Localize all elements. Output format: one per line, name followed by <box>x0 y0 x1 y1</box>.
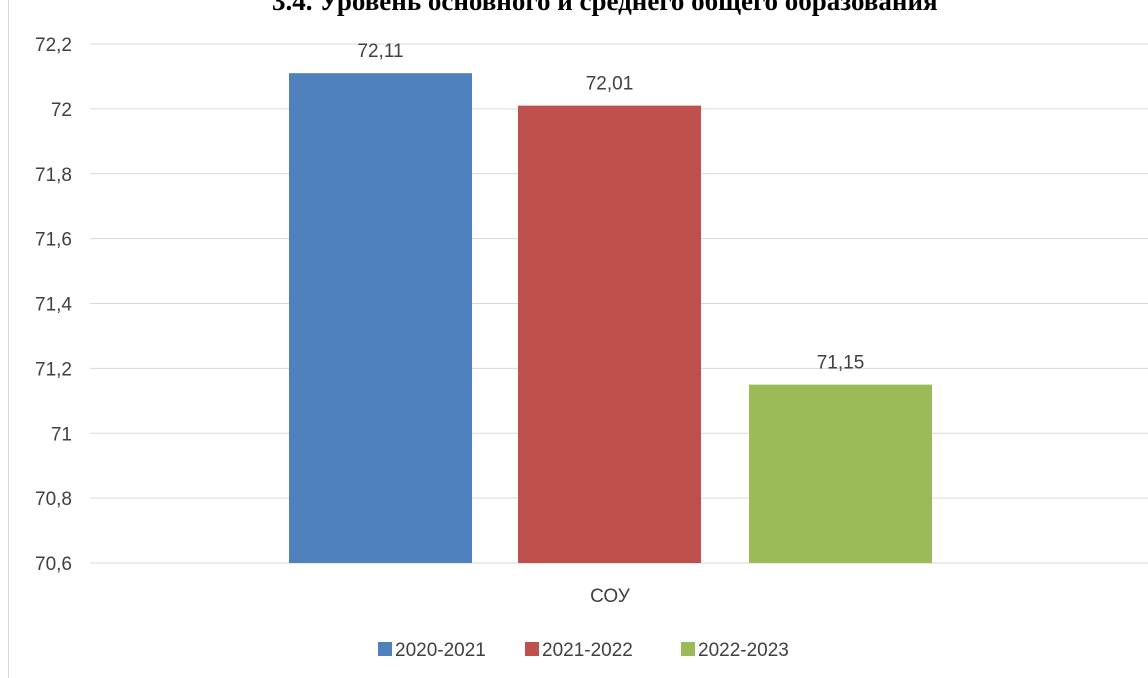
y-tick-label: 71,4 <box>35 295 72 316</box>
legend-label: 2020-2021 <box>395 640 486 661</box>
bar-2020-2021 <box>289 73 472 563</box>
bar-2021-2022 <box>518 105 701 563</box>
data-label: 72,11 <box>357 41 403 62</box>
y-axis-ticks: 70,6 70,8 71 71,2 71,4 71,6 71,8 72 72,2 <box>35 35 72 575</box>
data-label: 72,01 <box>586 74 634 95</box>
y-tick-label: 72,2 <box>35 35 72 56</box>
data-labels: 72,11 72,01 71,15 <box>357 41 864 373</box>
y-tick-label: 71,6 <box>35 230 72 251</box>
y-tick-label: 70,6 <box>35 554 72 575</box>
y-tick-label: 72 <box>51 100 72 121</box>
y-tick-label: 70,8 <box>35 489 72 510</box>
legend-swatch <box>525 642 539 656</box>
legend-label: 2021-2022 <box>542 640 633 661</box>
x-axis-categories: СОУ <box>590 586 631 607</box>
legend-swatch <box>378 642 392 656</box>
x-category-label: СОУ <box>590 586 631 607</box>
section-heading: 3.4. Уровень основного и среднего общего… <box>272 0 938 16</box>
legend: 2020-2021 2021-2022 2022-2023 <box>378 640 789 661</box>
legend-swatch <box>681 642 695 656</box>
y-tick-label: 71 <box>51 424 72 445</box>
bars <box>289 73 932 563</box>
legend-label: 2022-2023 <box>698 640 789 661</box>
data-label: 71,15 <box>817 353 865 374</box>
bar-2022-2023 <box>749 384 932 563</box>
y-tick-label: 71,8 <box>35 165 72 186</box>
y-tick-label: 71,2 <box>35 359 72 380</box>
